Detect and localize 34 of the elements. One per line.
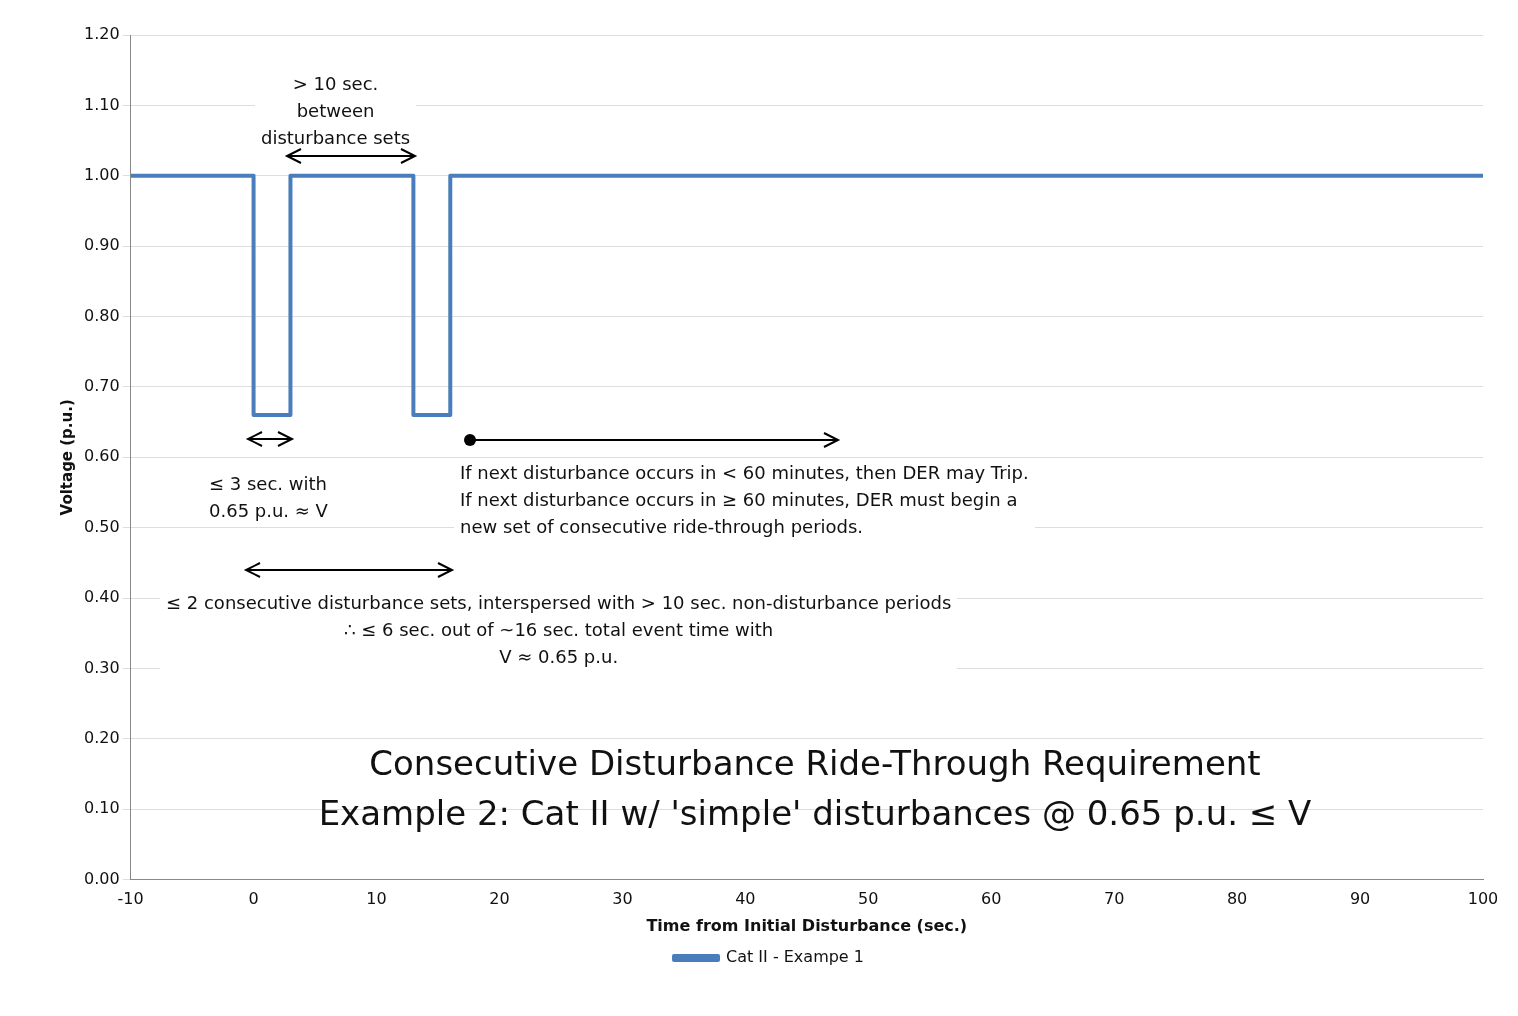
annotation: ≤ 3 sec. with 0.65 p.u. ≈ V	[203, 470, 334, 524]
annotation: If next disturbance occurs in < 60 minutes, then DER may Trip. If next disturbance occurs in ≥ 60 minutes, DER must begin a new set of consecutive ride-through periods.	[454, 459, 1035, 540]
annotation: > 10 sec. between disturbance sets	[255, 70, 417, 151]
y-tick-label: 1.00	[84, 164, 120, 184]
legend-label: Cat II - Exampe 1	[726, 947, 864, 967]
x-tick-label: -10	[117, 889, 144, 909]
x-tick-label: 40	[735, 889, 756, 909]
text: Example 2: Cat II w/ 'simple' disturbances @ 0.65 p.u. ≤ V	[318, 793, 1312, 833]
y-tick-label: 0.60	[84, 446, 120, 466]
text: Consecutive Disturbance Ride-Through Requirement	[369, 743, 1261, 783]
y-tick-label: 1.10	[84, 94, 120, 114]
x-tick-label: 50	[858, 889, 879, 909]
x-axis-title: Time from Initial Disturbance (sec.)	[646, 915, 968, 935]
y-tick-label: 1.20	[84, 24, 120, 44]
x-tick-label: 20	[489, 889, 510, 909]
y-tick-label: 0.90	[84, 235, 120, 255]
y-tick-label: 0.10	[84, 798, 120, 818]
y-axis-title: Voltage (p.u.)	[57, 399, 76, 516]
x-tick-label: 0	[248, 889, 259, 909]
y-tick-label: 0.70	[84, 376, 120, 396]
x-tick-label: 10	[366, 889, 387, 909]
y-tick-label: 0.30	[84, 657, 120, 677]
x-tick-label: 100	[1467, 889, 1499, 909]
annotation: ≤ 2 consecutive disturbance sets, interspersed with > 10 sec. non-disturbance periods ∴ ≤ 6 sec. out of ~16 sec. total event time with V ≈ 0.65 p.u.	[160, 589, 958, 670]
x-tick-label: 30	[612, 889, 633, 909]
y-tick-label: 0.50	[84, 516, 120, 536]
x-tick-label: 90	[1349, 889, 1371, 909]
x-tick-label: 80	[1226, 889, 1248, 909]
y-tick-label: 0.80	[84, 305, 120, 325]
y-tick-label: 0.20	[84, 727, 120, 747]
x-tick-label: 60	[981, 889, 1002, 909]
x-tick-label: 70	[1103, 889, 1125, 909]
y-tick-label: 0.00	[84, 868, 120, 888]
y-tick-label: 0.40	[84, 587, 120, 607]
